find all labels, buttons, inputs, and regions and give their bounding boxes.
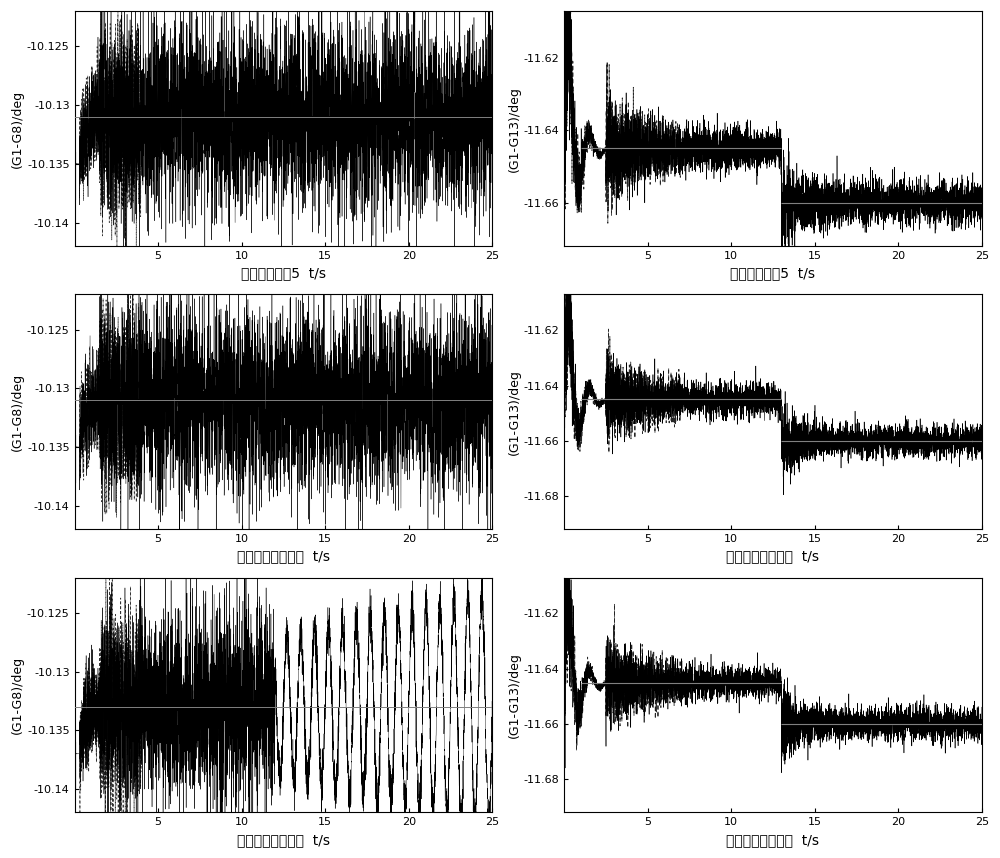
Y-axis label: (G1-G8)/deg: (G1-G8)/deg bbox=[11, 372, 24, 450]
X-axis label: 投入加权子控制器  t/s: 投入加权子控制器 t/s bbox=[237, 550, 330, 564]
Y-axis label: (G1-G13)/deg: (G1-G13)/deg bbox=[508, 86, 521, 172]
X-axis label: 投入子控制器5  t/s: 投入子控制器5 t/s bbox=[730, 267, 815, 281]
Y-axis label: (G1-G13)/deg: (G1-G13)/deg bbox=[508, 652, 521, 738]
X-axis label: 投入子控制器5  t/s: 投入子控制器5 t/s bbox=[241, 267, 326, 281]
Y-axis label: (G1-G8)/deg: (G1-G8)/deg bbox=[11, 656, 24, 734]
X-axis label: 投入不匹配控制器  t/s: 投入不匹配控制器 t/s bbox=[237, 833, 330, 847]
X-axis label: 投入加权子控制器  t/s: 投入加权子控制器 t/s bbox=[726, 550, 819, 564]
Y-axis label: (G1-G13)/deg: (G1-G13)/deg bbox=[508, 369, 521, 455]
X-axis label: 投入不匹配控制器  t/s: 投入不匹配控制器 t/s bbox=[726, 833, 819, 847]
Y-axis label: (G1-G8)/deg: (G1-G8)/deg bbox=[11, 89, 24, 167]
